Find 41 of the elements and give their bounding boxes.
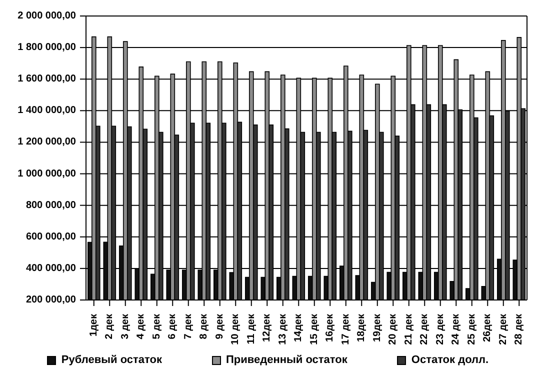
x-tick-label: 20 дек: [388, 313, 399, 345]
x-tick-label: 15 дек: [308, 313, 320, 345]
legend-label: Остаток долл.: [410, 354, 489, 366]
y-tick-label: 1 000 000,00: [18, 168, 76, 180]
x-tick-label: 17 дек: [340, 313, 352, 345]
x-tick-label: 19дек: [372, 313, 383, 342]
legend-label: Рублевый остаток: [60, 354, 162, 366]
x-tick-label: 4 дек: [136, 313, 147, 340]
x-tick-label: 5 дек: [151, 313, 162, 340]
x-tick-label: 7 дек: [182, 313, 194, 340]
x-tick-label: 3 дек: [120, 313, 131, 340]
y-tick-label: 1 600 000,00: [18, 74, 76, 85]
x-tick-label: 12дек: [262, 313, 273, 342]
x-tick-label: 16дек: [324, 313, 336, 342]
x-tick-label: 22 дек: [419, 313, 430, 345]
x-tick-label: 8 дек: [198, 313, 210, 340]
x-tick-label: 25 дек: [466, 313, 478, 345]
x-tick-label: 10 дек: [230, 313, 242, 345]
x-tick-label: 14дек: [293, 313, 304, 342]
x-tick-label: 11 дек: [246, 313, 257, 344]
y-tick-label: 600 000,00: [26, 231, 76, 242]
x-tick-label: 18дек: [356, 313, 368, 342]
x-tick-label: 28 дек: [514, 313, 525, 345]
y-tick-label: 1 800 000,00: [18, 42, 76, 54]
y-tick-label: 1 200 000,00: [18, 136, 76, 148]
y-tick-label: 800 000,00: [26, 200, 76, 211]
x-tick-label: 6 дек: [167, 313, 178, 340]
y-tick-label: 200 000,00: [26, 294, 76, 306]
y-tick-label: 1 400 000,00: [18, 105, 76, 116]
x-tick-label: 2 дек: [104, 313, 116, 340]
x-tick-label: 1дек: [88, 313, 100, 336]
legend-label: Приведенный остаток: [225, 354, 348, 366]
y-tick-label: 400 000,00: [26, 262, 76, 274]
x-tick-label: 24 дек: [450, 313, 462, 345]
x-tick-label: 9 дек: [214, 313, 226, 340]
y-tick-label: 2 000 000,00: [18, 10, 76, 22]
x-tick-label: 21 дек: [403, 313, 414, 345]
x-tick-label: 13 дек: [277, 313, 288, 345]
x-tick-label: 26дек: [482, 313, 494, 342]
x-tick-label: 23 дек: [434, 313, 446, 345]
x-tick-label: 27 дек: [498, 313, 509, 345]
